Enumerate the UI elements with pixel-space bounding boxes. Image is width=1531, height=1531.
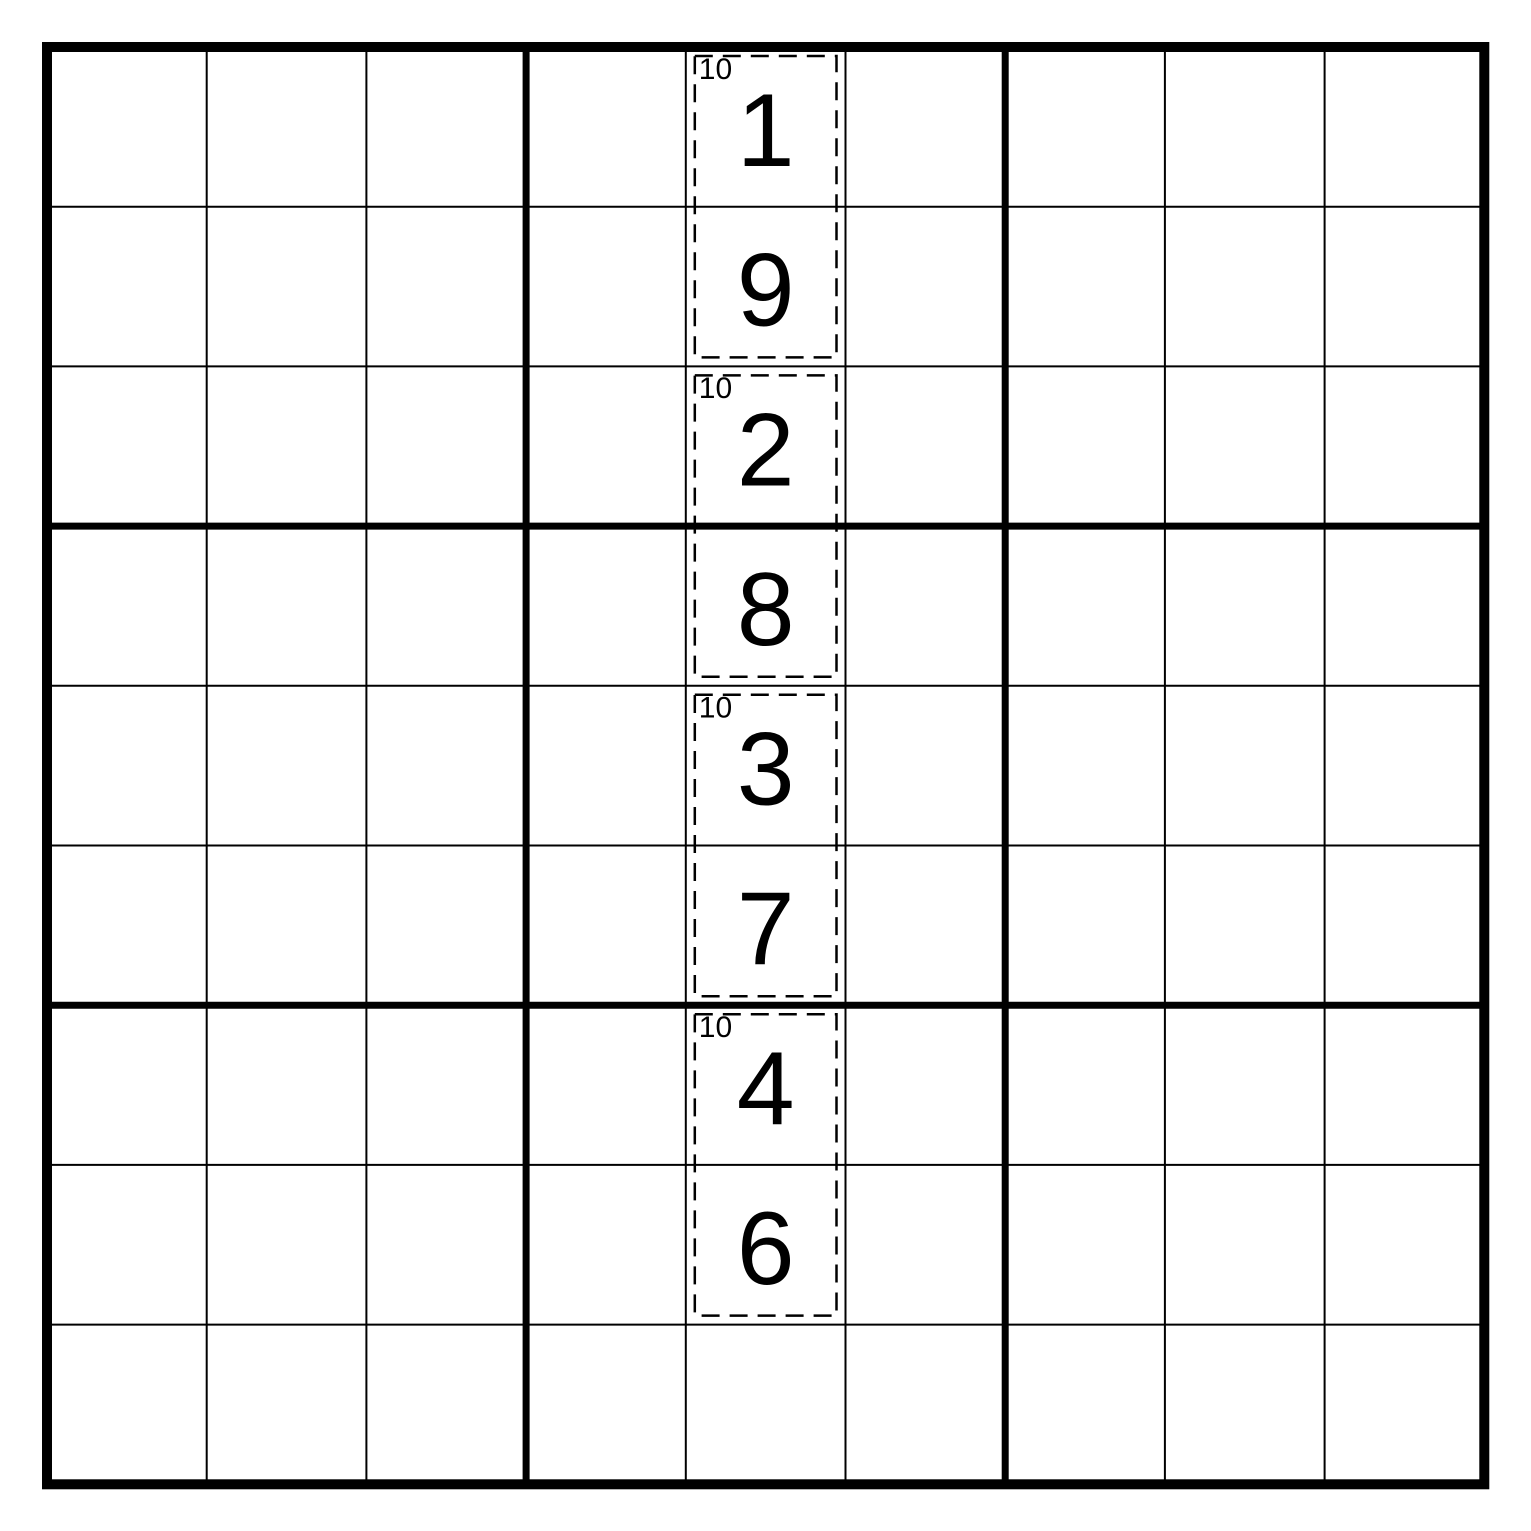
given-digit: 9 [737,233,795,349]
cage-sum-label: 10 [699,1011,732,1044]
sudoku-grid: 1010101019283746 [0,0,1531,1531]
given-digit: 8 [737,552,795,668]
cage-sum-label: 10 [699,692,732,725]
given-digit: 3 [737,712,795,828]
given-digit: 4 [737,1031,795,1147]
cage-sum-label: 10 [699,372,732,405]
cage-sum-label: 10 [699,53,732,86]
given-digit: 6 [737,1191,795,1307]
givens-layer: 1 9 2 8 3 7 4 6 [737,73,795,1307]
given-digit: 7 [737,871,795,987]
given-digit: 2 [737,392,795,508]
given-digit: 1 [737,73,795,189]
